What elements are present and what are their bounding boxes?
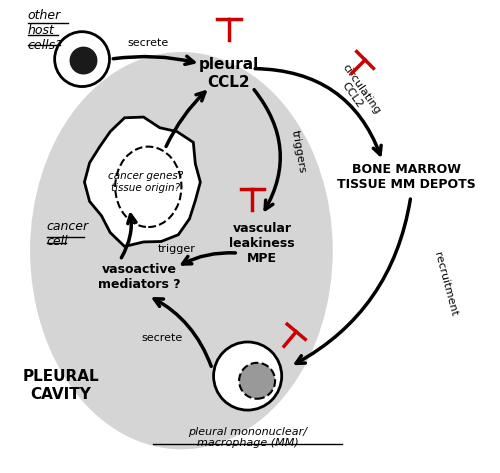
Text: vasoactive
mediators ?: vasoactive mediators ? — [98, 263, 180, 291]
Text: BONE MARROW
TISSUE MM DEPOTS: BONE MARROW TISSUE MM DEPOTS — [336, 163, 475, 192]
Circle shape — [54, 32, 110, 87]
Text: cancer genes?
tissue origin?: cancer genes? tissue origin? — [108, 171, 184, 193]
Text: pleural
CCL2: pleural CCL2 — [198, 57, 259, 89]
Text: triggers: triggers — [290, 129, 308, 174]
Text: pleural mononuclear/
macrophage (MM): pleural mononuclear/ macrophage (MM) — [188, 427, 307, 448]
Polygon shape — [84, 117, 200, 246]
Text: vascular
leakiness
MPE: vascular leakiness MPE — [229, 222, 294, 265]
Ellipse shape — [30, 52, 333, 449]
Text: recruitment: recruitment — [432, 251, 459, 317]
Text: other
host
cells?: other host cells? — [28, 9, 62, 52]
Circle shape — [70, 47, 97, 74]
Text: trigger: trigger — [158, 245, 196, 254]
Text: cancer
cell: cancer cell — [46, 220, 88, 248]
Text: secrete: secrete — [128, 38, 169, 48]
Circle shape — [214, 342, 282, 410]
Ellipse shape — [115, 147, 182, 227]
Text: PLEURAL
CAVITY: PLEURAL CAVITY — [22, 369, 99, 402]
Text: circulating
CCL2: circulating CCL2 — [331, 62, 382, 123]
Circle shape — [239, 363, 275, 399]
Text: secrete: secrete — [142, 333, 183, 343]
